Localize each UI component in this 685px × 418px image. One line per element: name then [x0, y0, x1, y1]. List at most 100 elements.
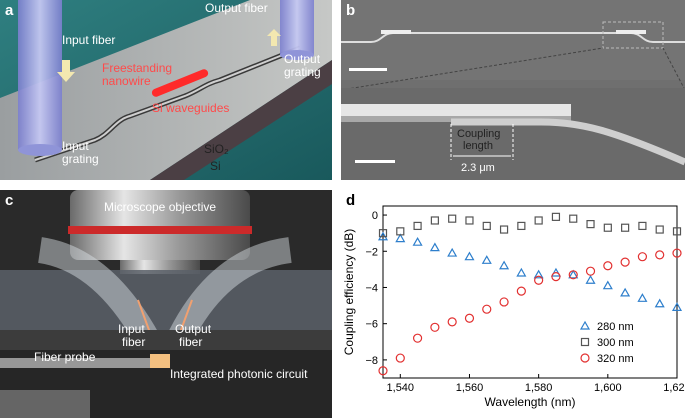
x-tick-label: 1,620 [663, 382, 685, 394]
data-point-280-nm [654, 298, 665, 308]
x-tick-label: 1,560 [456, 382, 484, 394]
coupling-label-2: length [463, 140, 493, 152]
coupling-chart: 1,540 1,560 1,580 1,600 1,620 0 −2 −4 −6 −8 Wavele… [342, 205, 685, 409]
input-fiber-c-label-2: fiber [122, 335, 146, 349]
coupling-value: 2.3 μm [461, 162, 495, 174]
data-point-320-nm [395, 353, 405, 363]
zoom-box [602, 21, 664, 49]
data-point-300-nm [378, 229, 388, 238]
data-point-280-nm [620, 287, 631, 297]
y-axis-label: Coupling efficiency (dB) [342, 229, 356, 356]
data-point-300-nm [569, 214, 578, 223]
output-fiber-c-label-2: fiber [179, 335, 203, 349]
y-tick-label: −2 [365, 246, 378, 258]
input-grating-label-1: Input [62, 139, 89, 153]
nanowire [151, 69, 209, 97]
panel-b-label: b [346, 2, 356, 19]
nanowire-label-1: Freestanding [102, 61, 173, 75]
data-point-320-nm [378, 366, 388, 376]
panel-b: b Coupling length 2.3 μm [341, 0, 685, 180]
data-point-320-nm [464, 313, 475, 323]
data-point-300-nm [517, 221, 526, 231]
data-point-300-nm [448, 214, 457, 223]
legend-label-280-nm: 280 nm [597, 321, 634, 333]
x-axis-label: Wavelength (nm) [485, 395, 576, 409]
data-point-320-nm [672, 248, 682, 258]
scale-bar-top [349, 68, 387, 71]
panel-c-photo [0, 190, 332, 418]
scale-bar-bottom [355, 160, 395, 163]
data-point-300-nm [499, 225, 509, 234]
data-point-280-nm [585, 275, 596, 284]
data-point-280-nm [568, 269, 579, 279]
data-point-300-nm [396, 227, 405, 236]
data-point-320-nm [568, 270, 578, 280]
data-point-280-nm [637, 293, 648, 302]
output-fiber-label: Output fiber [205, 1, 268, 15]
data-point-320-nm [637, 252, 648, 262]
photonic-chip [150, 354, 170, 368]
data-point-300-nm [465, 216, 474, 225]
output-grating-label-2: grating [284, 65, 321, 79]
data-point-280-nm [481, 255, 492, 264]
legend-marker-300-nm [580, 337, 590, 347]
data-point-300-nm [586, 220, 595, 229]
data-point-300-nm [621, 223, 630, 232]
input-fiber [18, 0, 62, 150]
data-point-280-nm [447, 247, 458, 257]
data-point-320-nm [603, 261, 613, 271]
data-point-280-nm [516, 267, 527, 277]
data-point-300-nm [430, 216, 439, 225]
panel-d: d 1,540 1,560 1,580 1,600 1,620 0 −2 −4 −6 −8 Wave… [341, 190, 685, 418]
data-point-320-nm [585, 266, 596, 276]
waveguide-sem [451, 118, 685, 166]
panel-d-label: d [346, 192, 356, 209]
data-point-320-nm [412, 333, 423, 343]
data-point-300-nm [638, 221, 647, 231]
data-point-280-nm [533, 269, 544, 279]
fiber-probe [0, 358, 150, 368]
legend-marker-280-nm [579, 320, 591, 330]
input-fiber-label: Input fiber [62, 33, 116, 47]
data-point-300-nm [603, 223, 612, 232]
sem-waveguide [341, 32, 685, 43]
data-point-280-nm [499, 260, 510, 270]
data-point-300-nm [482, 221, 491, 231]
y-tick-label: −8 [365, 355, 378, 367]
circuit-label: Integrated photonic circuit [170, 367, 308, 381]
coupling-label-1: Coupling [457, 128, 501, 140]
data-point-300-nm [655, 225, 664, 234]
data-point-320-nm [430, 322, 440, 332]
panel-c-label: c [5, 192, 14, 209]
output-fiber-c-label-1: Output [175, 322, 212, 336]
sio2-label: SiO₂ [204, 142, 229, 156]
legend-label-320-nm: 320 nm [597, 353, 634, 365]
data-point-280-nm [412, 237, 423, 246]
data-point-320-nm [482, 304, 492, 314]
data-point-300-nm [534, 216, 543, 225]
objective-body [70, 190, 250, 260]
output-fiber [280, 0, 314, 55]
data-point-280-nm [395, 233, 406, 243]
data-point-300-nm [551, 212, 561, 221]
panel-c: c Microscope objective Input fiber Outpu… [0, 190, 332, 418]
panel-a: a Input fiber Output fiber Output gratin… [0, 0, 332, 180]
data-point-320-nm [534, 275, 544, 285]
input-fiber-c-label-1: Input [118, 322, 145, 336]
data-point-320-nm [655, 250, 665, 260]
data-point-280-nm [429, 242, 440, 252]
x-tick-label: 1,580 [525, 382, 553, 394]
legend-marker-320-nm [580, 353, 590, 363]
legend-label-300-nm: 300 nm [597, 337, 634, 349]
substrate-edge [150, 60, 332, 180]
y-tick-label: −4 [365, 282, 378, 294]
output-arrow [267, 29, 281, 46]
fiber-probe-label: Fiber probe [34, 350, 96, 364]
y-tick-label: 0 [372, 210, 378, 222]
si-label: Si [210, 159, 221, 173]
plot-frame [382, 205, 678, 379]
panel-b-sem [341, 0, 685, 180]
data-point-320-nm [499, 297, 509, 307]
data-point-280-nm [602, 280, 613, 290]
si-waveguides-label: Si waveguides [152, 101, 230, 115]
